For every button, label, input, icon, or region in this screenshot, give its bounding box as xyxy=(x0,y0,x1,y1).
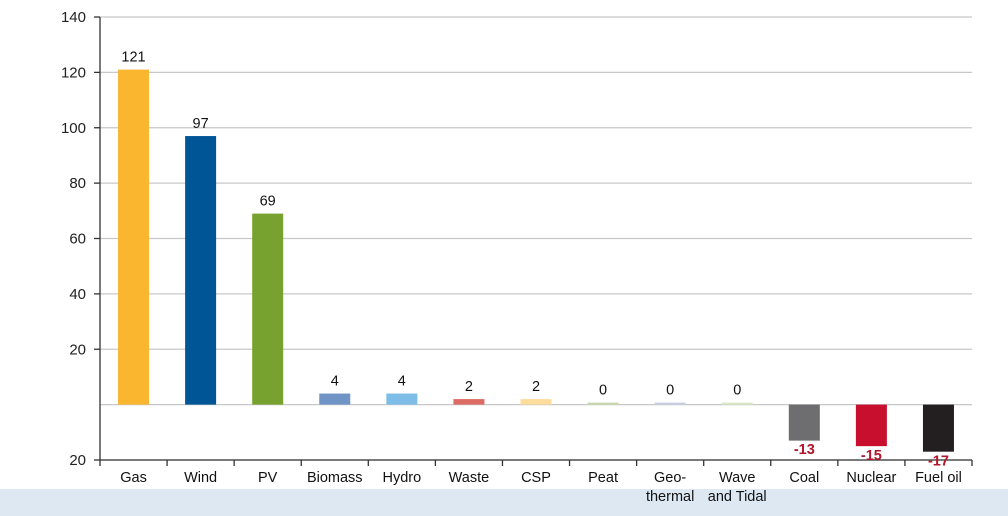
x-tick-label: Gas xyxy=(120,470,147,486)
x-tick-label: Waste xyxy=(449,470,490,486)
bar xyxy=(453,399,485,405)
y-tick-label: 120 xyxy=(61,64,86,81)
y-tick-label: 20 xyxy=(69,452,86,469)
x-tick-label: Biomass xyxy=(307,470,363,486)
x-tick-label: Hydro xyxy=(383,470,422,486)
bar xyxy=(654,402,686,405)
x-tick-label: Nuclear xyxy=(846,470,896,486)
bar xyxy=(386,393,418,405)
data-label: 2 xyxy=(532,379,540,395)
y-tick-label: 40 xyxy=(69,286,86,303)
bar xyxy=(118,69,150,405)
data-label: -15 xyxy=(861,448,882,464)
y-tick-label: 140 xyxy=(61,9,86,26)
x-tick-label: thermal xyxy=(646,489,694,505)
data-label: 4 xyxy=(331,374,339,390)
data-label: 0 xyxy=(666,383,674,399)
bar xyxy=(721,402,753,405)
y-tick-label: 100 xyxy=(61,120,86,137)
bottom-band xyxy=(0,489,1008,516)
x-tick-label: Peat xyxy=(588,470,618,486)
x-tick-label: and Tidal xyxy=(708,489,767,505)
data-label: -13 xyxy=(794,442,815,458)
x-tick-label: Wave xyxy=(719,470,756,486)
bar xyxy=(587,402,619,405)
data-label: 97 xyxy=(193,116,209,132)
y-tick-label: 20 xyxy=(69,341,86,358)
data-label: 0 xyxy=(599,383,607,399)
y-tick-label: 80 xyxy=(69,175,86,192)
bar xyxy=(520,399,552,405)
bar xyxy=(855,404,887,447)
bar xyxy=(788,404,820,441)
x-tick-label: Wind xyxy=(184,470,217,486)
y-tick-label: 60 xyxy=(69,231,86,248)
bar xyxy=(319,393,351,405)
data-label: 69 xyxy=(260,194,276,210)
data-label: 4 xyxy=(398,374,406,390)
x-tick-label: CSP xyxy=(521,470,551,486)
bar xyxy=(922,404,954,452)
x-tick-label: Coal xyxy=(789,470,819,486)
x-tick-label: PV xyxy=(258,470,278,486)
data-label: 0 xyxy=(733,383,741,399)
x-tick-label: Geo- xyxy=(654,470,686,486)
data-label: 2 xyxy=(465,379,473,395)
data-label: -17 xyxy=(928,453,949,469)
x-tick-label: Fuel oil xyxy=(915,470,962,486)
bar xyxy=(252,213,284,405)
data-label: 121 xyxy=(121,50,145,66)
bar xyxy=(185,136,217,405)
